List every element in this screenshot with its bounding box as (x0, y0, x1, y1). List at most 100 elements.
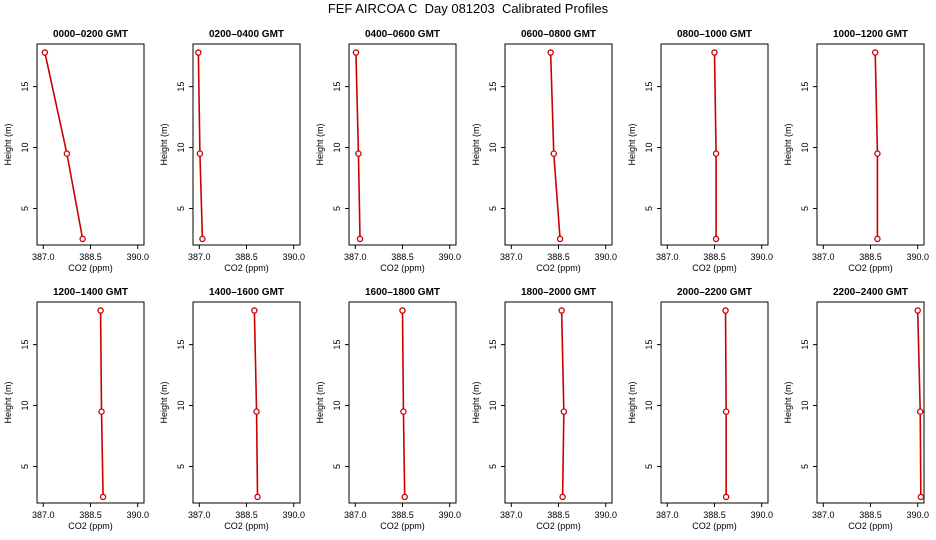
data-point (559, 493, 566, 501)
chart-panel-10: 1800–2000 GMT 387.0 388.5 390.0 CO2 (ppm) 5 10… (471, 287, 617, 531)
y-tick-label: 15 (488, 82, 498, 92)
chart-panel-11: 2000–2200 GMT 387.0 388.5 390.0 CO2 (ppm) 5 10… (627, 287, 773, 531)
x-tick-label: 387.0 (188, 510, 211, 520)
y-tick-label: 5 (488, 464, 498, 469)
y-tick-label: 10 (332, 401, 342, 411)
chart-panel-2: 0200–0400 GMT 387.0 388.5 390.0 CO2 (ppm) 5 10… (159, 29, 305, 273)
x-tick-label: 388.5 (703, 252, 726, 262)
panel-title: 1400–1600 GMT (209, 287, 284, 298)
y-tick-label: 5 (20, 464, 30, 469)
profile-line (713, 52, 717, 239)
x-axis: 387.0 388.5 390.0 CO2 (ppm) (500, 245, 617, 273)
y-tick-label: 15 (488, 340, 498, 350)
x-axis: 387.0 388.5 390.0 CO2 (ppm) (812, 503, 929, 531)
x-tick-label: 387.0 (500, 510, 523, 520)
data-point (253, 408, 260, 415)
y-tick-label: 5 (800, 464, 810, 469)
plot-frame (816, 301, 925, 504)
x-tick-label: 390.0 (126, 510, 149, 520)
y-axis-label: Height (m) (627, 123, 637, 165)
y-tick-label: 10 (644, 401, 654, 411)
data-point (400, 408, 407, 415)
x-tick-label: 388.5 (859, 510, 882, 520)
data-point (556, 235, 564, 243)
x-axis-label: CO2 (ppm) (536, 263, 581, 273)
x-tick-label: 387.0 (812, 252, 835, 262)
chart-panel-5: 0800–1000 GMT 387.0 388.5 390.0 CO2 (ppm) 5 10… (627, 29, 773, 273)
x-axis: 387.0 388.5 390.0 CO2 (ppm) (812, 245, 929, 273)
profile-line (874, 52, 879, 239)
x-tick-label: 390.0 (126, 252, 149, 262)
x-tick-label: 390.0 (906, 510, 929, 520)
chart-panel-12: 2200–2400 GMT 387.0 388.5 390.0 CO2 (ppm) 5 10… (783, 287, 929, 531)
x-tick-label: 387.0 (344, 510, 367, 520)
x-tick-label: 388.5 (859, 252, 882, 262)
y-axis-label: Height (m) (471, 123, 481, 165)
chart-panel-3: 0400–0600 GMT 387.0 388.5 390.0 CO2 (ppm) 5 10… (315, 29, 461, 273)
y-tick-label: 15 (176, 340, 186, 350)
plot-frame (348, 43, 457, 246)
data-point (352, 49, 360, 56)
chart-panel-7: 1200–1400 GMT 387.0 388.5 390.0 CO2 (ppm) 5 10… (3, 287, 149, 531)
y-axis-label: Height (m) (627, 381, 637, 423)
y-tick-label: 10 (800, 401, 810, 411)
x-axis-label: CO2 (ppm) (380, 521, 425, 531)
x-tick-label: 390.0 (594, 510, 617, 520)
x-tick-label: 387.0 (344, 252, 367, 262)
data-point (251, 307, 258, 314)
data-point (195, 49, 202, 56)
figure-title: FEF AIRCOA C Day 081203 Calibrated Profi… (327, 1, 609, 16)
data-point (97, 307, 104, 314)
x-tick-label: 387.0 (32, 252, 55, 262)
y-tick-label: 15 (800, 340, 810, 350)
y-axis-label: Height (m) (159, 381, 169, 423)
x-axis: 387.0 388.5 390.0 CO2 (ppm) (188, 245, 305, 273)
y-tick-label: 10 (644, 143, 654, 153)
y-tick-label: 15 (176, 82, 186, 92)
y-axis-label: Height (m) (3, 123, 13, 165)
panel-title: 1200–1400 GMT (53, 287, 128, 298)
x-tick-label: 390.0 (750, 510, 773, 520)
x-tick-label: 388.5 (79, 252, 102, 262)
y-tick-label: 10 (800, 143, 810, 153)
y-axis-label: Height (m) (3, 381, 13, 423)
y-axis-label: Height (m) (315, 123, 325, 165)
x-tick-label: 388.5 (391, 252, 414, 262)
data-point (356, 235, 364, 243)
data-point (98, 408, 105, 415)
panel-title: 0200–0400 GMT (209, 29, 284, 40)
y-tick-label: 5 (332, 206, 342, 211)
data-point (560, 408, 568, 415)
y-axis-label: Height (m) (315, 381, 325, 423)
y-axis-label: Height (m) (471, 381, 481, 423)
y-axis: 5 10 15 Height (m) (3, 340, 37, 469)
y-tick-label: 15 (332, 82, 342, 92)
y-tick-label: 15 (20, 340, 30, 350)
y-axis-label: Height (m) (783, 123, 793, 165)
panel-title: 2200–2400 GMT (833, 287, 908, 298)
x-tick-label: 388.5 (391, 510, 414, 520)
profile-line (355, 52, 361, 239)
y-tick-label: 15 (644, 340, 654, 350)
x-axis: 387.0 388.5 390.0 CO2 (ppm) (188, 503, 305, 531)
y-tick-label: 10 (176, 143, 186, 153)
y-axis: 5 10 15 Height (m) (627, 82, 661, 211)
x-axis-label: CO2 (ppm) (380, 263, 425, 273)
data-point (711, 49, 718, 56)
y-tick-label: 5 (800, 206, 810, 211)
x-tick-label: 387.0 (656, 252, 679, 262)
data-point (547, 49, 554, 56)
data-point (916, 408, 924, 415)
panel-title: 1000–1200 GMT (833, 29, 908, 40)
x-axis: 387.0 388.5 390.0 CO2 (ppm) (656, 245, 773, 273)
x-axis-label: CO2 (ppm) (848, 263, 893, 273)
y-tick-label: 15 (800, 82, 810, 92)
y-tick-label: 10 (488, 401, 498, 411)
data-point (63, 150, 71, 157)
plot-frame (192, 43, 301, 246)
x-tick-label: 388.5 (235, 252, 258, 262)
y-axis: 5 10 15 Height (m) (315, 82, 349, 211)
plot-frame (36, 301, 145, 504)
x-tick-label: 387.0 (812, 510, 835, 520)
y-axis: 5 10 15 Height (m) (3, 82, 37, 211)
